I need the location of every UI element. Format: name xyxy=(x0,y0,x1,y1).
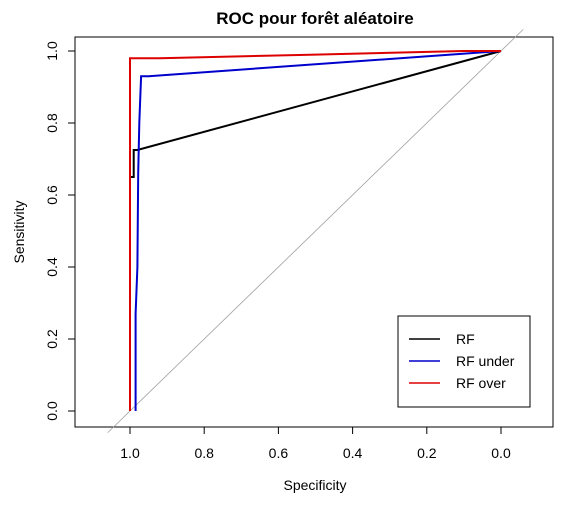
y-tick-label: 0.8 xyxy=(44,113,60,133)
y-tick-label: 0.2 xyxy=(44,329,60,349)
x-axis-label: Specificity xyxy=(283,477,346,493)
y-tick-label: 1.0 xyxy=(44,41,60,61)
series-line-1 xyxy=(134,50,502,411)
legend-label-1: RF under xyxy=(456,353,515,369)
x-tick-label: 0.4 xyxy=(343,445,363,461)
axis-ticks: 1.0 0.8 0.6 0.4 0.2 0.0 0.0 0.2 0.4 0.6 0.8 1.0 xyxy=(44,41,511,461)
y-tick-label: 0.6 xyxy=(44,185,60,205)
x-tick-label: 0.6 xyxy=(269,445,289,461)
series-layer xyxy=(129,50,502,411)
legend-label-2: RF over xyxy=(456,375,506,391)
chart-title: ROC pour forêt aléatoire xyxy=(216,9,413,28)
plot-area xyxy=(74,36,554,428)
y-tick-label: 0.4 xyxy=(44,257,60,277)
reference-diagonal xyxy=(107,29,524,433)
series-line-2 xyxy=(129,50,501,411)
legend: RF RF under RF over xyxy=(397,315,531,408)
y-axis-label: Sensitivity xyxy=(11,200,27,263)
x-tick-label: 0.8 xyxy=(194,445,214,461)
legend-label-0: RF xyxy=(456,331,475,347)
x-tick-label: 0.2 xyxy=(417,445,437,461)
x-tick-label: 0.0 xyxy=(491,445,511,461)
x-tick-label: 1.0 xyxy=(120,445,140,461)
y-tick-label: 0.0 xyxy=(44,401,60,421)
